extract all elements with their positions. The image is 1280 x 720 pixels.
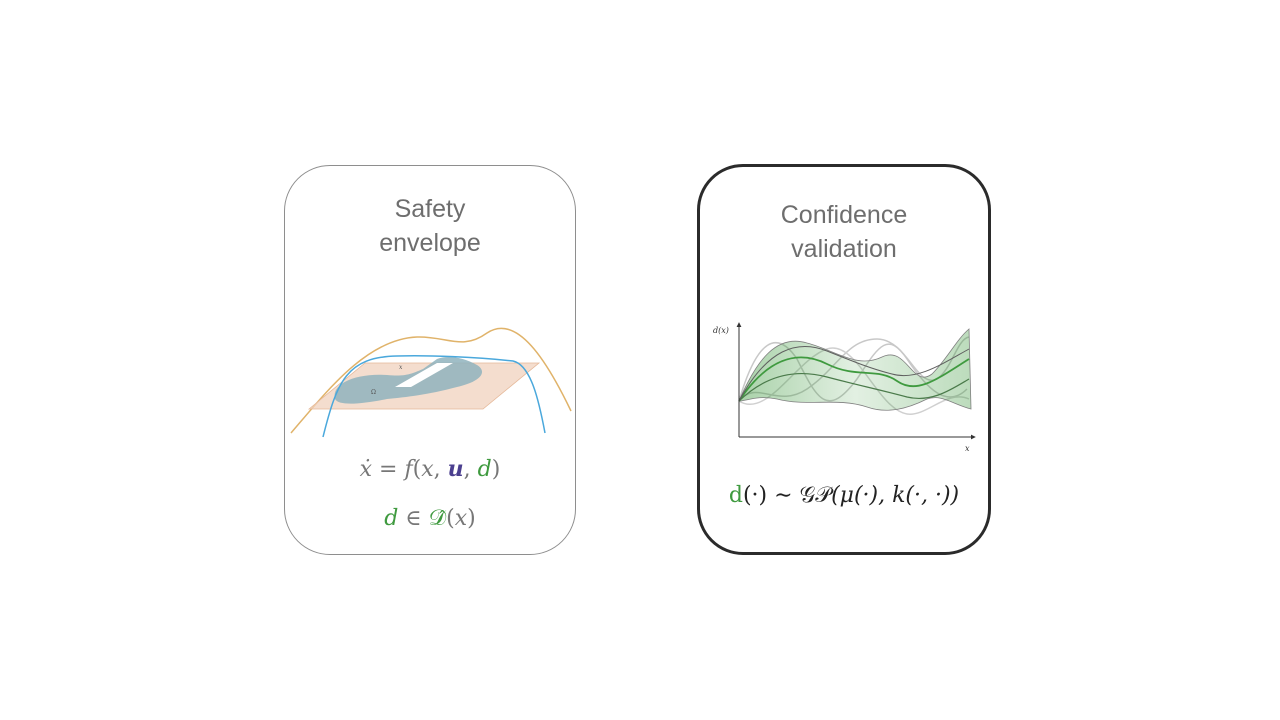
confidence-validation-title: Confidence validation [700,198,988,266]
title-line-1: Safety [394,195,466,223]
y-axis-label: d(x) [713,326,729,335]
title-line-2: validation [791,235,897,263]
gp-prior-equation: d(·) ∼ 𝒢𝒫(μ(·), k(·, ·)) [700,483,988,508]
d-symbol: d [728,483,743,508]
title-line-1: Confidence [780,201,908,229]
safety-envelope-illustration: x Ω [290,327,572,438]
posterior-sample-curve [738,345,970,402]
posterior-sample-curve [738,372,970,402]
figure-label-omega: Ω [371,389,376,396]
disturbance-set-equation: d ∈ 𝒟̂(x) [285,506,575,531]
confidence-validation-card: Confidence validation d(x) x d( [697,164,991,555]
close-paren: ) [491,457,501,482]
gp-parameters: (μ(·), k(·, ·)) [831,483,960,508]
orange-value-curve [290,327,572,434]
figure-label-x: x [399,364,403,371]
x-dot-symbol: ẋ [359,457,373,482]
element-of-sign: ∈ [398,506,429,531]
argument-placeholder: (·) [742,483,768,508]
confidence-band [738,328,972,411]
f-symbol: f [404,457,413,482]
d-symbol: d [384,506,399,531]
safety-envelope-card: Safety envelope x Ω ẋ = f(x, u, d) d ∈ 𝒟… [284,165,576,555]
gp-symbol: 𝒢𝒫 [799,483,832,508]
safety-envelope-title: Safety envelope [285,192,575,260]
cut-strip [395,363,453,387]
d-symbol: d [477,457,492,482]
comma: , [463,457,478,482]
gaussian-process-plot: d(x) x [713,322,976,453]
close-paren: ) [467,506,476,531]
dynamics-equation: ẋ = f(x, u, d) [285,456,575,482]
distributed-as-sign: ∼ [767,483,800,508]
open-paren: ( [412,457,422,482]
comma: , [433,457,448,482]
equals-sign: = [372,457,405,482]
blue-boundary-curve [322,354,546,438]
title-line-2: envelope [379,229,481,257]
x-symbol: x [454,506,468,531]
x-symbol: x [421,457,434,482]
u-symbol: u [447,456,464,482]
open-paren: ( [446,506,455,531]
posterior-sample-curve [738,356,970,402]
x-axis-label: x [965,444,970,453]
d-hat-set-symbol: 𝒟̂ [428,506,447,531]
